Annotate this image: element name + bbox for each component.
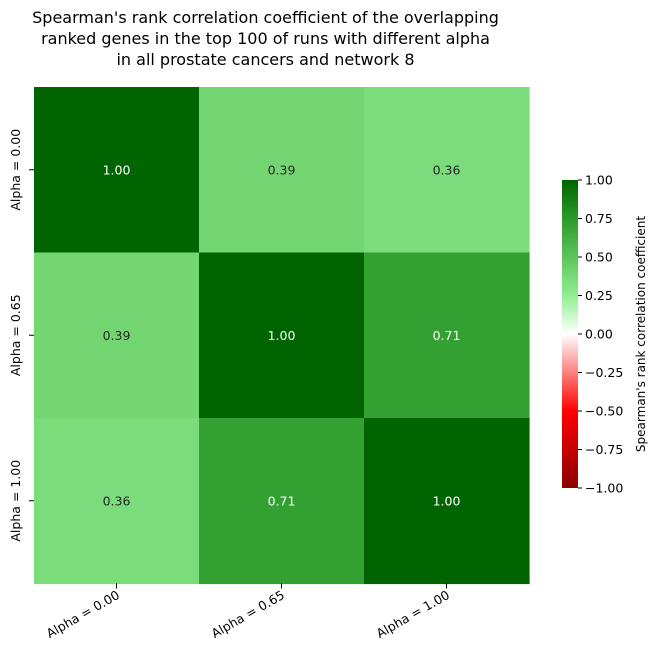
heatmap-cell [34,252,200,419]
chart-title-line-1: Spearman's rank correlation coefficient … [32,8,499,27]
heatmap-cell [199,252,365,419]
heatmap-cell [364,252,530,419]
row-label: Alpha = 0.00 [8,129,23,211]
heatmap-cell [364,87,530,254]
column-label: Alpha = 0.65 [209,587,287,641]
colorbar-tick-label: 0.25 [585,288,613,303]
heatmap-cell-label: 0.36 [433,162,461,177]
row-label: Alpha = 1.00 [8,460,23,542]
colorbar-tick-label: −0.50 [585,404,623,419]
heatmap-cell [34,87,200,254]
heatmap-cell [199,418,365,585]
heatmap-cell-label: 0.36 [103,493,131,508]
heatmap-cell-label: 0.39 [268,162,296,177]
colorbar-tick-label: 0.50 [585,250,613,265]
heatmap-cell-label: 0.39 [103,328,131,343]
heatmap-cell-label: 1.00 [433,493,461,508]
column-axis: Alpha = 0.00 Alpha = 0.65 Alpha = 1.00 [44,583,452,641]
chart-title-line-3: in all prostate cancers and network 8 [116,50,415,69]
heatmap-cell-label: 0.71 [268,493,296,508]
chart-title-line-2: ranked genes in the top 100 of runs with… [41,29,490,48]
heatmap-cell-label: 1.00 [103,162,131,177]
colorbar-tick-label: −0.25 [585,365,623,380]
heatmap-cell-label: 1.00 [268,328,296,343]
colorbar-tick-label: 0.00 [585,327,613,342]
column-label: Alpha = 0.00 [44,587,122,641]
heatmap-cell [199,87,365,254]
colorbar-tick-label: 0.75 [585,211,613,226]
heatmap-cell-labels: 1.00 0.39 0.36 0.39 1.00 0.71 0.36 0.71 1.00 [103,162,461,508]
colorbar-tick-label: 1.00 [585,173,613,188]
colorbar: −1.00 −0.75 −0.50 −0.25 0.00 0.25 0.50 0.75 1.00 [562,173,623,496]
colorbar-tick-label: −1.00 [585,481,623,496]
row-axis: Alpha = 0.00 Alpha = 0.65 Alpha = 1.00 [8,129,34,542]
colorbar-tick-label: −0.75 [585,442,623,457]
colorbar-gradient [562,180,578,488]
colorbar-label: Spearman's rank correlation coefficient [634,216,648,452]
row-label: Alpha = 0.65 [8,294,23,376]
heatmap-cell-label: 0.71 [433,328,461,343]
column-label: Alpha = 1.00 [374,587,452,641]
heatmap-cells [34,87,530,585]
heatmap-cell [364,418,530,585]
heatmap-cell [34,418,200,585]
